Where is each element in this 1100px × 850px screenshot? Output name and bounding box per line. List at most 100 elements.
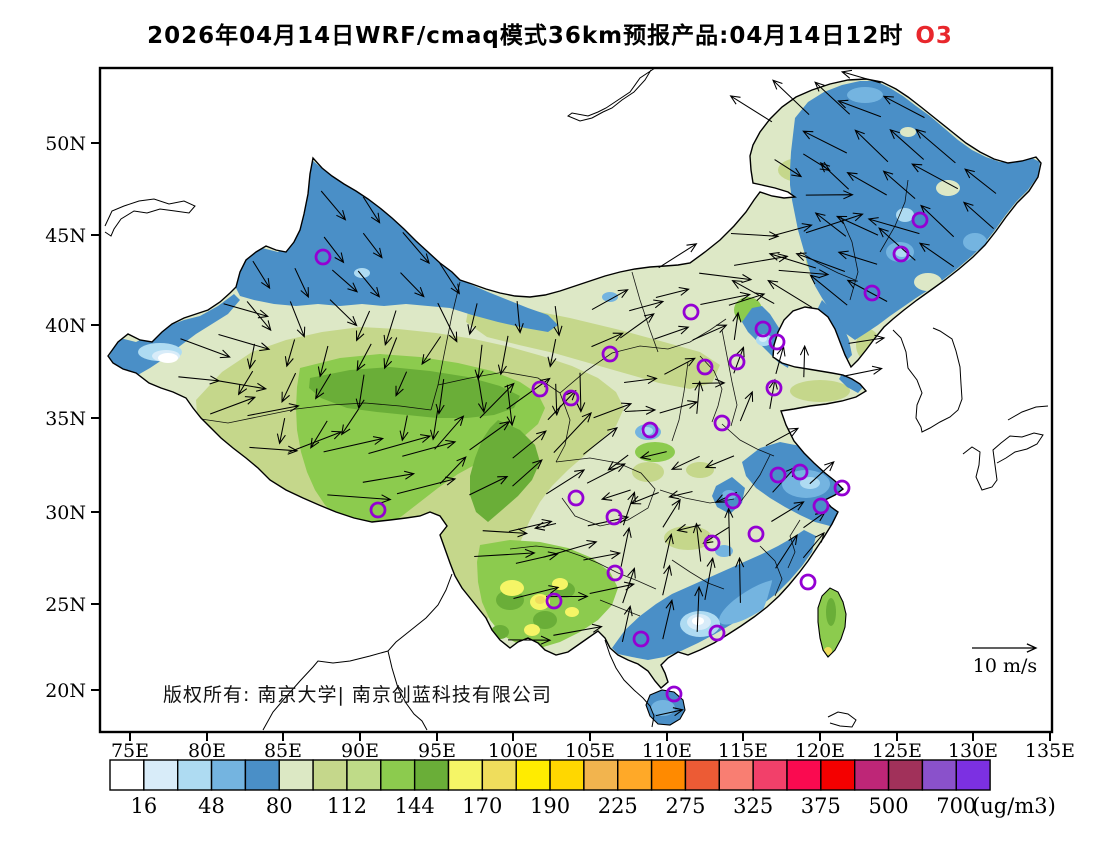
wind-field — [178, 69, 997, 717]
colorbar-cell — [718, 759, 754, 791]
city-marker — [703, 534, 721, 552]
wind-arrow — [767, 279, 813, 308]
wind-arrow — [477, 374, 487, 414]
wind-arrow — [655, 707, 684, 717]
wind-arrow — [639, 451, 667, 461]
wind-arrow — [400, 272, 425, 298]
wind-arrow — [624, 374, 658, 385]
region-fill — [533, 611, 557, 629]
title-species: O3 — [915, 23, 953, 49]
wind-arrow — [289, 301, 306, 338]
region-fill — [309, 367, 520, 418]
wind-arrow — [368, 434, 432, 455]
wind-arrow — [583, 427, 619, 455]
city-marker — [708, 624, 726, 642]
wind-arrow — [962, 201, 994, 229]
city-marker — [606, 564, 624, 582]
wind-arrow — [362, 470, 416, 483]
neighbor-coastlines — [104, 67, 1049, 731]
region-fill — [826, 598, 836, 626]
wind-arrow — [310, 420, 328, 449]
wind-reference — [972, 643, 1038, 653]
wind-arrow — [546, 469, 586, 495]
region-fill — [973, 272, 997, 288]
wind-arrow — [586, 463, 626, 484]
wind-arrow — [670, 455, 700, 470]
colorbar-cell — [955, 759, 991, 791]
region-fill — [664, 526, 712, 550]
wind-arrow — [692, 378, 726, 388]
province-boundary — [559, 318, 727, 394]
wind-arrow — [731, 279, 775, 305]
wind-arrow — [543, 539, 598, 558]
wind-arrow — [732, 311, 742, 340]
wind-arrow — [210, 396, 257, 415]
wind-arrow — [655, 286, 690, 299]
colorbar-cell — [617, 759, 653, 791]
region-fill — [500, 580, 524, 596]
region-fill — [535, 596, 545, 604]
wind-arrow — [396, 476, 457, 495]
province-boundary — [787, 519, 801, 569]
region-fill — [252, 220, 284, 240]
wind-arrow — [774, 159, 803, 178]
wind-arrow — [837, 99, 882, 118]
wind-arrow — [664, 357, 696, 375]
wind-arrow — [327, 494, 392, 504]
colorbar-label: 275 — [665, 794, 705, 818]
wind-arrow — [513, 585, 560, 600]
city-marker — [768, 333, 786, 351]
wind-arrow — [724, 507, 734, 557]
region-fill — [719, 579, 785, 625]
hainan-outline — [645, 689, 686, 726]
colorbar-label: 112 — [327, 794, 367, 818]
neighbor-coastline — [604, 639, 655, 728]
region-fill — [602, 292, 618, 302]
wind-arrow — [469, 420, 511, 451]
colorbar-cell — [312, 759, 348, 791]
wind-arrow — [735, 556, 745, 603]
colorbar-cell — [820, 759, 856, 791]
colorbar-label: 144 — [395, 794, 435, 818]
city-marker — [601, 345, 619, 363]
x-tick-label: 130E — [948, 740, 998, 762]
wind-arrow — [765, 427, 800, 447]
wind-arrow — [882, 95, 925, 119]
wind-arrow — [739, 390, 754, 422]
wind-arrow — [281, 372, 297, 403]
wind-arrow — [920, 204, 955, 238]
y-tick-label: 30N — [45, 502, 86, 524]
wind-reference-label: 10 m/s — [972, 655, 1038, 677]
wind-arrow — [734, 253, 789, 266]
neighbor-coastline — [892, 327, 963, 433]
city-marker — [747, 525, 765, 543]
x-tick-label: 90E — [341, 740, 379, 762]
wind-arrow — [654, 325, 690, 340]
wind-arrow — [694, 585, 704, 632]
x-tick-label: 125E — [872, 740, 922, 762]
colorbar-label: 500 — [869, 794, 909, 818]
colorbar-label: 48 — [198, 794, 225, 818]
region-fill — [790, 380, 850, 402]
province-boundary — [200, 402, 432, 424]
wind-arrow — [591, 332, 624, 348]
colorbar-cell — [921, 759, 957, 791]
region-fill — [824, 647, 832, 655]
wind-arrow — [593, 402, 633, 419]
y-tick-label: 20N — [45, 680, 86, 702]
wind-arrow — [730, 231, 780, 241]
city-marker — [314, 248, 332, 266]
wind-arrow — [553, 623, 603, 636]
wind-arrow — [843, 365, 883, 377]
city-marker — [911, 211, 929, 229]
wind-arrow — [497, 335, 509, 376]
wind-arrow — [247, 403, 300, 417]
wind-arrow — [276, 417, 286, 445]
wind-arrow — [402, 232, 430, 265]
x-tick-label: 75E — [111, 740, 149, 762]
wind-arrow — [663, 533, 674, 569]
city-marker — [728, 353, 746, 371]
city-marker — [545, 592, 563, 610]
region-fill — [896, 208, 914, 222]
x-tick-label: 85E — [264, 740, 302, 762]
